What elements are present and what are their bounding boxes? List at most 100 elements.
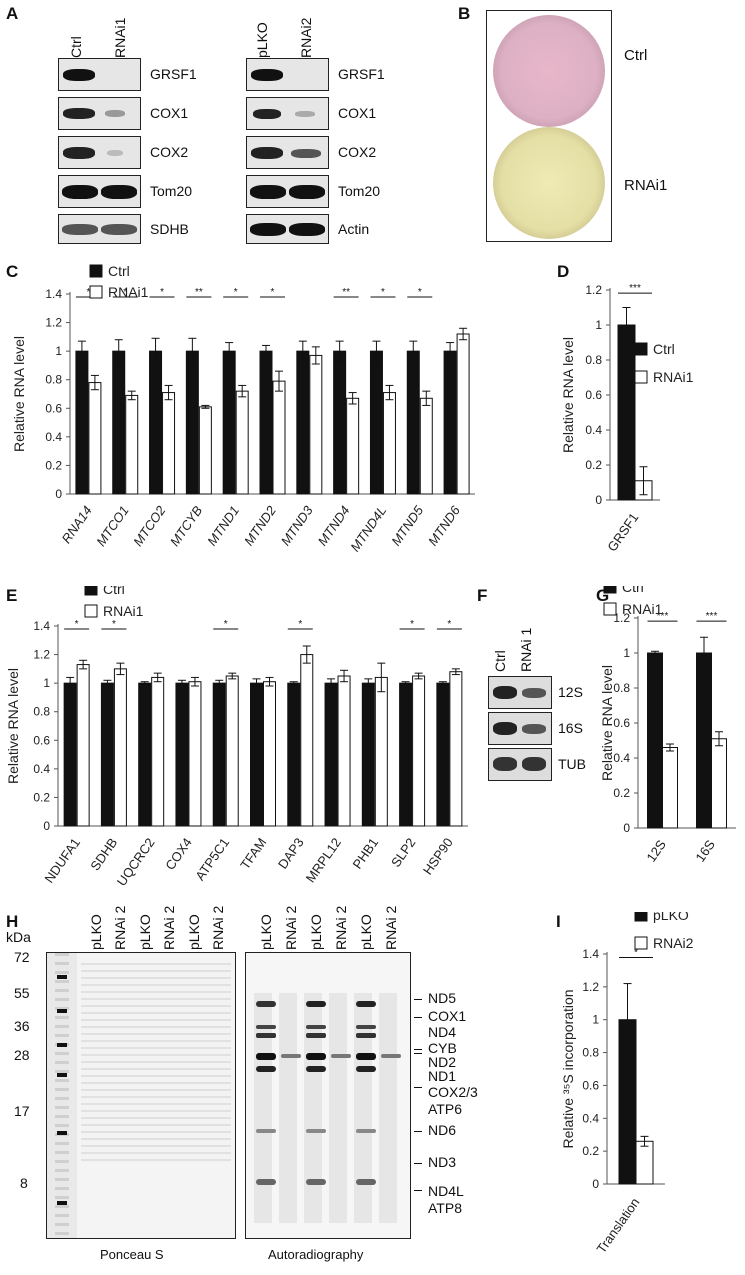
bar-rnai1 (188, 681, 202, 827)
blot-label: 16S (558, 720, 583, 736)
legend-label: RNAi1 (653, 369, 694, 385)
y-tick-label: 0.2 (585, 458, 602, 472)
blot-strip-cox2 (246, 136, 329, 169)
significance-mark: * (271, 287, 275, 298)
blot-label: GRSF1 (338, 66, 385, 82)
bar-rnai1 (263, 681, 276, 827)
band-label: ATP8 (428, 1200, 462, 1216)
lane-label: RNAi 2 (161, 905, 177, 950)
y-tick-label: 0.6 (613, 716, 630, 730)
culture-dish-photo (486, 10, 612, 242)
blot-label: COX1 (150, 105, 189, 121)
category-label: MTND1 (204, 503, 242, 548)
lane-label: pLKO (258, 914, 274, 950)
y-tick-label: 1.2 (585, 283, 602, 297)
category-label: MTND2 (241, 502, 279, 548)
lane-label: RNAi 1 (518, 627, 534, 672)
y-tick-label: 1 (595, 318, 602, 332)
y-tick-label: 0 (43, 819, 50, 833)
y-tick-label: 0.4 (585, 423, 602, 437)
lane-label: RNAi 2 (112, 905, 128, 950)
lane-label: pLKO (137, 914, 153, 950)
bar-rnai1 (337, 675, 351, 827)
lane-label: pLKO (186, 914, 202, 950)
marker-label: 28 (14, 1047, 30, 1063)
bar-rnai1 (125, 394, 139, 495)
bar-ctrl (436, 682, 450, 827)
band-label: ND5 (428, 990, 457, 1006)
category-label: TFAM (237, 835, 269, 872)
legend-swatch-rnai1 (634, 370, 648, 384)
y-tick-label: 0.2 (45, 458, 62, 472)
bar-ctrl (406, 350, 420, 495)
category-label: SLP2 (388, 835, 419, 870)
band-label: CYB (428, 1040, 457, 1056)
y-tick-label: 0 (55, 487, 62, 501)
significance-mark: * (447, 619, 451, 630)
y-axis-title: Relative RNA level (11, 336, 27, 452)
lane-label: pLKO (254, 22, 270, 58)
category-label: Translation (594, 1195, 643, 1256)
y-tick-label: 1.2 (45, 316, 62, 330)
bar-ctrl (324, 682, 338, 827)
significance-mark: * (224, 619, 228, 630)
panel-label-f: F (477, 586, 488, 605)
category-label: MTND3 (278, 502, 316, 548)
significance-mark: * (298, 619, 302, 630)
northern-strip-tub (488, 748, 552, 781)
blot-strip-cox1 (246, 97, 329, 130)
bar-ctrl (617, 324, 636, 501)
band-label: ND6 (428, 1122, 457, 1138)
lane-label: RNAi 2 (333, 905, 349, 950)
panel-label-h: H (6, 912, 19, 931)
ponceau-gel (46, 952, 236, 1239)
y-axis-title: Relative RNA level (560, 337, 576, 453)
lane-label: RNAi2 (298, 17, 314, 58)
y-tick-label: 0.4 (33, 762, 50, 776)
bar-rnai1 (419, 397, 433, 495)
y-axis-title: Relative RNA level (599, 665, 615, 781)
bar-ctrl (222, 350, 236, 495)
significance-mark: * (75, 619, 79, 630)
lane-label: RNAi 2 (210, 905, 226, 950)
y-tick-label: 0.6 (582, 1078, 599, 1092)
category-label: DAP3 (275, 835, 307, 871)
marker-label: 36 (14, 1018, 30, 1034)
marker-label: 55 (14, 985, 30, 1001)
y-tick-label: 0.8 (45, 373, 62, 387)
bar-ctrl (175, 682, 189, 827)
category-label: MRPL12 (303, 835, 344, 885)
legend-swatch-rnai1 (89, 285, 103, 299)
gel-caption-ponceau: Ponceau S (100, 1247, 164, 1262)
legend-swatch-ctrl (89, 264, 103, 278)
blot-label: COX1 (338, 105, 377, 121)
category-label: UQCRC2 (114, 835, 158, 889)
panel-label-e: E (6, 586, 18, 605)
category-label: PHB1 (350, 835, 382, 871)
bar-rnai1 (151, 676, 165, 827)
y-tick-label: 0.8 (585, 353, 602, 367)
significance-mark: * (112, 619, 116, 630)
y-tick-label: 0.4 (613, 751, 630, 765)
panel-label-i: I (556, 912, 561, 931)
y-tick-label: 0.8 (33, 705, 50, 719)
category-label: MTCO2 (130, 502, 169, 549)
category-label: 12S (643, 837, 669, 865)
blot-strip-cox1 (58, 97, 141, 130)
bar-ctrl (333, 350, 347, 495)
bar-ctrl (443, 350, 457, 495)
bar-ctrl (112, 350, 126, 495)
band-label: COX2/3 (428, 1084, 478, 1100)
legend-label: RNAi1 (622, 601, 663, 617)
y-tick-label: 0 (592, 1177, 599, 1191)
band-label: ND4 (428, 1024, 457, 1040)
y-tick-label: 0.2 (613, 786, 630, 800)
bar-rnai1 (225, 675, 239, 827)
bar-rnai1 (662, 747, 678, 829)
gel-caption-autoradiography: Autoradiography (268, 1247, 364, 1262)
y-tick-label: 0.2 (33, 790, 50, 804)
lane-label: pLKO (358, 914, 374, 950)
chart-e: 0 0.2 0.4 0.6 0.8 1 1.2 1.4 Relative RNA level * N… (5, 586, 468, 889)
y-tick-label: 0 (595, 493, 602, 507)
legend-swatch-rnai1 (84, 604, 98, 618)
